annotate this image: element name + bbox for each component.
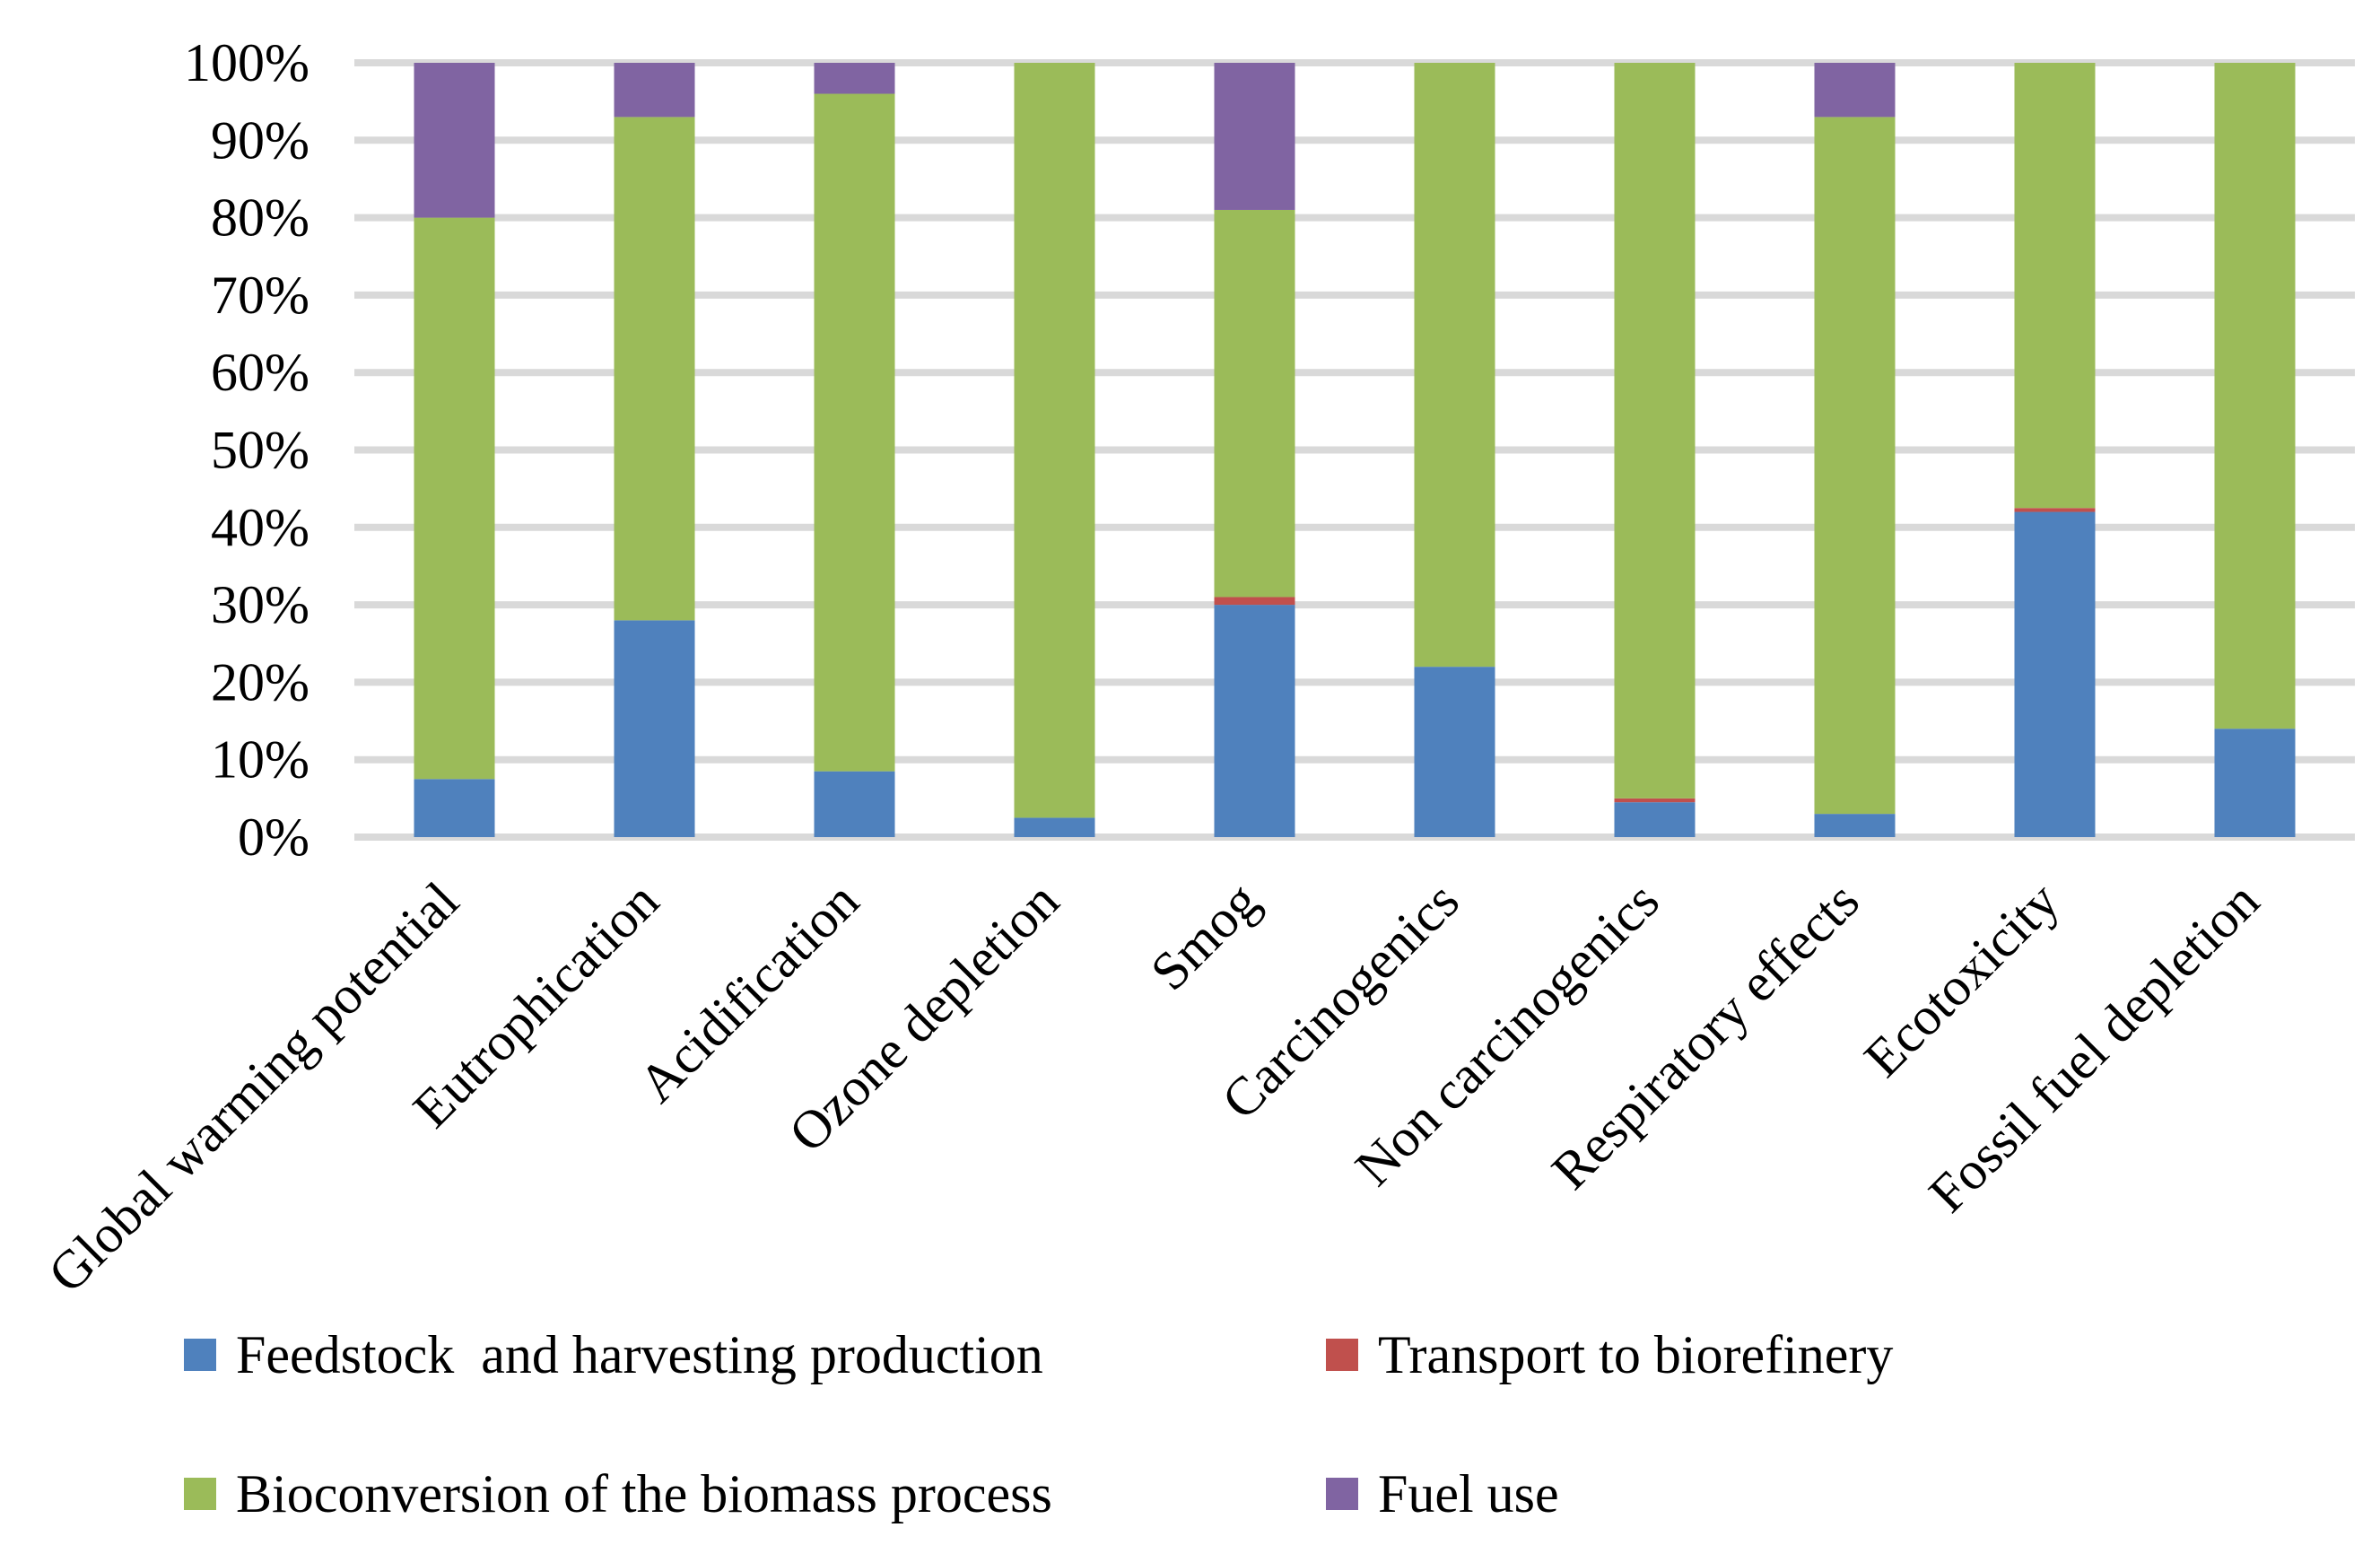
bar-segment [2014,63,2096,509]
x-category-label: Global warming potential [37,871,470,1305]
y-tick-label: 20% [211,652,309,711]
x-category-label: Smog [1139,871,1270,1002]
x-category-label: Ecotoxicity [1853,871,2070,1088]
bar-segment [614,63,695,118]
y-tick-label: 10% [211,730,309,790]
bars [414,63,2296,837]
bar-segment [1814,814,1896,837]
legend-label-bioconversion: Bioconversion of the biomass process [236,1464,1052,1523]
bar-segment [1214,63,1295,210]
legend-swatch-transport [1326,1339,1358,1371]
y-tick-label: 60% [211,343,309,402]
bar-segment [1214,597,1295,606]
legend-swatch-bioconversion [184,1478,216,1510]
legend-item-transport: Transport to biorefinery [1326,1328,1893,1382]
bar-segment [814,63,895,94]
y-tick-label: 0% [238,807,309,867]
bar-segment [614,620,695,837]
bar-segment [1014,63,1095,818]
bar-segment [1814,63,1896,118]
bar-segment [1614,63,1696,799]
y-tick-label: 100% [184,33,309,92]
y-tick-label: 90% [211,110,309,170]
x-axis-category-labels: Global warming potentialEutrophicationAc… [37,871,2271,1305]
bar-segment [614,117,695,621]
legend-item-feedstock: Feedstock and harvesting production [184,1328,1043,1382]
legend-item-fuel-use: Fuel use [1326,1467,1559,1521]
bar-segment [2214,63,2296,729]
bar-segment [2014,511,2096,837]
bar-segment [1614,798,1696,803]
y-tick-label: 50% [211,421,309,480]
bar-segment [1414,667,1495,837]
x-category-label: Fossil fuel depletion [1918,871,2271,1224]
legend-label-transport: Transport to biorefinery [1378,1325,1894,1384]
bar-segment [814,93,895,772]
bar-segment [1414,63,1495,668]
y-tick-label: 40% [211,498,309,557]
bar-segment [1814,117,1896,815]
legend-label-feedstock: Feedstock and harvesting production [236,1325,1043,1384]
bar-segment [1214,605,1295,837]
bar-segment [414,779,495,837]
bar-segment [1214,209,1295,598]
legend-swatch-feedstock [184,1339,216,1371]
bar-segment [1014,817,1095,837]
legend-label-fuel-use: Fuel use [1378,1464,1559,1523]
y-tick-label: 80% [211,188,309,248]
bar-segment [2014,508,2096,512]
legend-swatch-fuel-use [1326,1478,1358,1510]
bar-segment [814,771,895,837]
bar-segment [414,63,495,218]
bar-segment [414,217,495,780]
legend-item-bioconversion: Bioconversion of the biomass process [184,1467,1052,1521]
bar-segment [2214,729,2296,837]
bar-segment [1614,802,1696,837]
y-axis-tick-labels: 0% 10% 20% 30% 40% 50% 60% 70% 80% 90% 100% [184,33,309,867]
y-tick-label: 30% [211,575,309,634]
y-tick-label: 70% [211,266,309,325]
